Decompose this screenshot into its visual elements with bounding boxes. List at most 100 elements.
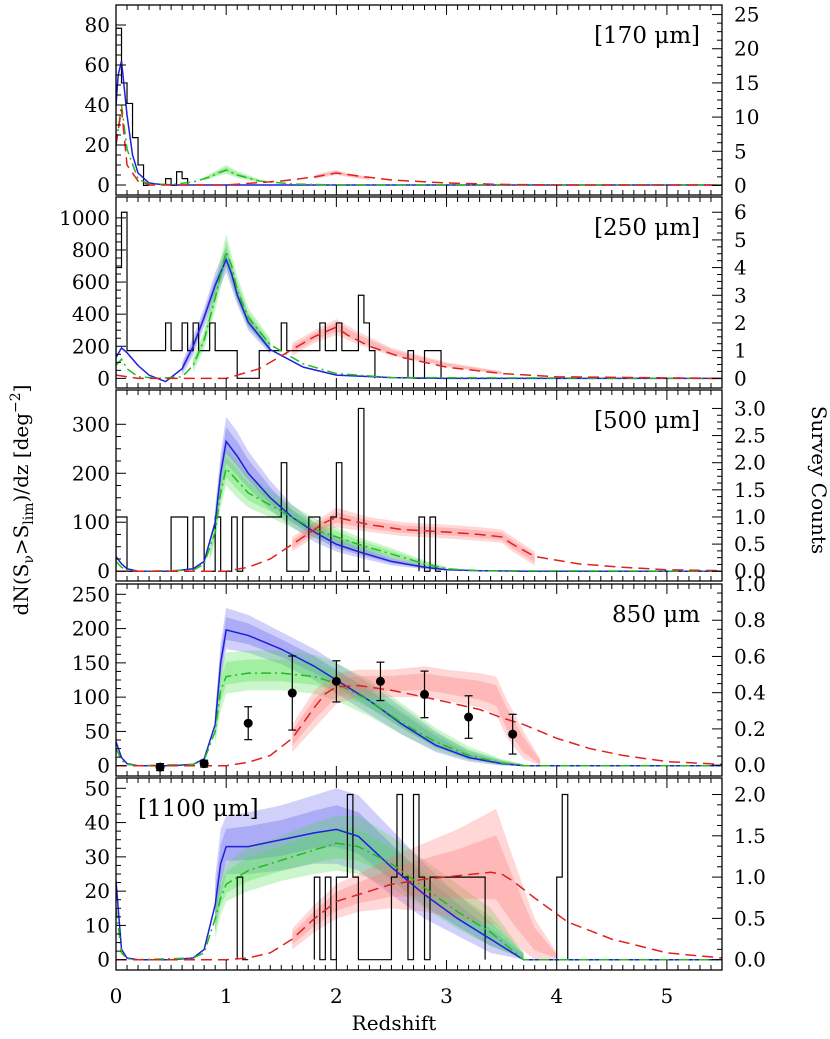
data-point — [331, 676, 341, 686]
survey-histogram-0 — [116, 27, 150, 187]
y2-tick-label: 20 — [734, 37, 759, 61]
survey-histogram-1 — [164, 171, 189, 187]
y-tick-label: 0 — [97, 754, 110, 778]
ylabel-nu: ν — [21, 555, 37, 564]
green-band-inner — [215, 659, 524, 766]
data-point — [243, 718, 253, 728]
y-tick-label: 10 — [85, 913, 110, 937]
y2-tick-label: 2.0 — [734, 451, 766, 475]
blue-model-line — [116, 60, 722, 186]
y2-tick-label: 4 — [734, 256, 747, 280]
blue-model-line — [116, 257, 722, 383]
plot-area — [116, 211, 722, 383]
red-band-inner — [292, 835, 557, 959]
data-point — [508, 729, 518, 739]
red-band-outer — [314, 170, 370, 180]
survey-histogram-0 — [116, 211, 376, 379]
y2-tick-label: 15 — [734, 71, 759, 95]
y2-tick-label: 0 — [734, 366, 747, 390]
x-tick-label: 5 — [661, 984, 674, 1008]
y-tick-label: 0 — [97, 948, 110, 972]
y2-tick-label: 2 — [734, 311, 747, 335]
panel-5: 0 10 20 30 40 50 0.0 0.5 1.0 1.5 2.0 [1100 μm] — [85, 776, 766, 971]
x-tick-label: 1 — [220, 984, 233, 1008]
y-tick-label: 20 — [85, 133, 110, 157]
y-tick-label: 200 — [72, 334, 110, 358]
red-band-outer — [292, 318, 502, 375]
green-band-inner — [204, 167, 260, 183]
red-model-line — [116, 684, 722, 767]
y-tick-label: 200 — [72, 461, 110, 485]
y-tick-label: 60 — [85, 53, 110, 77]
x-tick-label: 3 — [440, 984, 453, 1008]
x-tick-label: 0 — [110, 984, 123, 1008]
y-tick-label: 200 — [72, 617, 110, 641]
red-band-outer — [292, 507, 535, 566]
y2-tick-label: 1.5 — [734, 478, 766, 502]
y2-tick-label: 0.8 — [734, 608, 766, 632]
plot-area — [116, 788, 722, 961]
y2-tick-label: 0 — [734, 173, 747, 197]
green-band-outer — [193, 233, 271, 372]
green-band-outer — [215, 815, 524, 960]
panel-4: 0 50 100 150 200 250 0.0 0.2 0.4 0.6 0.8 1.0 850 μm — [72, 572, 766, 778]
y2-tick-label: 2.0 — [734, 783, 766, 807]
y2-tick-label: 5 — [734, 139, 747, 163]
y2-tick-label: 1.0 — [734, 865, 766, 889]
y-tick-label: 300 — [72, 412, 110, 436]
y2-tick-label: 0.6 — [734, 644, 766, 668]
x-axis-label: Redshift — [352, 1011, 437, 1035]
red-model-line — [116, 326, 722, 380]
panel-2: 0 200 400 600 800 1000 0 1 2 3 4 5 6 [250 μm] — [59, 196, 747, 390]
red-band-inner — [292, 673, 541, 765]
red-model-line — [116, 108, 722, 186]
ylabel-end: ] — [9, 385, 33, 393]
green-model-line — [116, 672, 722, 767]
y-tick-label: 400 — [72, 302, 110, 326]
green-model-line — [116, 842, 722, 961]
y-tick-label: 80 — [85, 13, 110, 37]
y2-tick-label: 0.0 — [734, 559, 766, 583]
y-tick-label: 1000 — [59, 206, 110, 230]
y-tick-label: 800 — [72, 238, 110, 262]
y-tick-label: 150 — [72, 651, 110, 675]
green-band-inner — [215, 828, 524, 959]
survey-histogram-b-0 — [556, 793, 569, 960]
blue-band-inner — [215, 805, 524, 959]
y-tick-label: 0 — [97, 173, 110, 197]
y-tick-label: 250 — [72, 582, 110, 606]
y2-tick-label: 1.0 — [734, 572, 766, 596]
panel-label: [500 μm] — [594, 408, 700, 434]
y2-tick-label: 6 — [734, 200, 747, 224]
ylabel-tail: )/dz [deg — [9, 413, 33, 503]
panel-3: 0 100 200 300 0.0 0.5 1.0 1.5 2.0 2.5 3.0 [500 μm] — [72, 389, 766, 583]
green-band-inner — [209, 457, 447, 570]
data-point — [375, 676, 385, 686]
y2-tick-label: 1 — [734, 339, 747, 363]
red-model-line — [116, 516, 722, 572]
y2-tick-label: 10 — [734, 105, 759, 129]
y-tick-label: 50 — [85, 719, 110, 743]
panel-1: 0 20 40 60 80 0 5 10 15 20 25 [170 μm] — [85, 3, 760, 198]
red-model-line — [116, 871, 722, 961]
data-point — [464, 712, 474, 722]
y-tick-label: 50 — [85, 776, 110, 800]
green-model-line — [116, 104, 722, 186]
survey-histogram-1 — [418, 516, 442, 572]
y-axis-label: dN(Sν>Slim)/dz [deg−2] — [8, 385, 37, 616]
y-tick-label: 30 — [85, 845, 110, 869]
green-model-line — [116, 249, 722, 380]
panel-label: 850 μm — [612, 602, 700, 628]
panel-frame — [115, 196, 723, 389]
data-point — [199, 759, 209, 769]
y2-tick-label: 25 — [734, 3, 759, 27]
y-tick-label: 100 — [72, 685, 110, 709]
y2-tick-label: 0.4 — [734, 681, 766, 705]
y-tick-label: 40 — [85, 811, 110, 835]
y2-tick-label: 0.0 — [734, 753, 766, 777]
y2-tick-label: 1.5 — [734, 824, 766, 848]
y2-tick-label: 2.5 — [734, 424, 766, 448]
blue-model-line — [116, 629, 722, 767]
